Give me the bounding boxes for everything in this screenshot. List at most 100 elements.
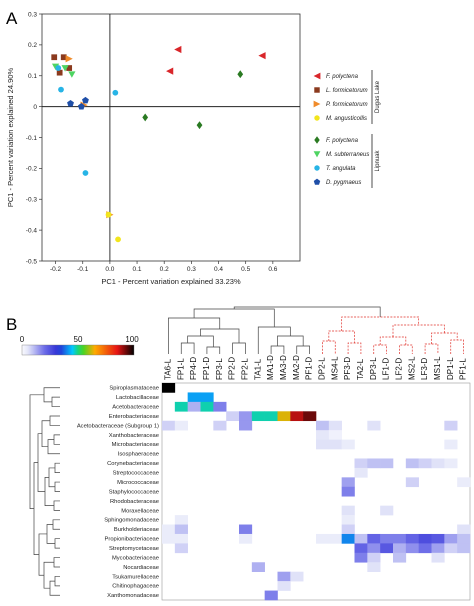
column-label: FP1-D (202, 357, 211, 380)
column-label: FP1-L (176, 358, 185, 380)
dendrogram-branch (424, 343, 439, 354)
row-label: Nocardiaceae (123, 565, 159, 571)
column-label: TA2-L (356, 358, 365, 380)
x-tick-label: 0.1 (133, 266, 142, 273)
heatmap-cell (418, 458, 432, 469)
data-point (68, 71, 76, 78)
column-label: MA2-D (292, 355, 301, 380)
row-label: Rhodobacteraceae (110, 499, 159, 505)
data-point (61, 65, 69, 72)
column-label: DP1-L (446, 357, 455, 380)
data-point (55, 65, 62, 71)
y-tick-label: -0.4 (26, 227, 38, 234)
column-label: DP3-L (369, 357, 378, 380)
heatmap-cell (290, 411, 304, 422)
row-label: Streptococcaceae (113, 471, 159, 477)
data-point (142, 113, 149, 122)
row-label: Propionibacteriaceae (105, 537, 159, 543)
heatmap-cell (367, 552, 381, 563)
x-tick-label: 0.5 (241, 266, 250, 273)
row-label: Xanthomonadaceae (107, 593, 159, 599)
heatmap-cell (418, 543, 432, 554)
scale-mid-label: 50 (74, 335, 83, 344)
legend-marker (314, 136, 320, 144)
data-point (237, 70, 244, 79)
data-point (196, 121, 203, 130)
legend-group-label: Lipnuak (375, 149, 381, 171)
heatmap-cell (444, 543, 458, 554)
dendrogram-branch (29, 394, 44, 509)
heatmap-cell (277, 411, 291, 422)
data-point (66, 65, 73, 71)
heatmap-cell (162, 533, 176, 544)
heatmap-cell (444, 533, 458, 544)
row-label: Staphylococcaceae (109, 489, 159, 495)
heatmap-cell (174, 524, 188, 535)
heatmap-cell (290, 571, 304, 582)
dendrogram-branch (450, 339, 464, 354)
row-label: Xanthobacteraceae (109, 433, 159, 439)
heatmap-cell (367, 543, 381, 554)
column-label: MA3-D (279, 355, 288, 380)
heatmap-cell (444, 439, 458, 450)
heatmap-cell (277, 581, 291, 591)
data-point (115, 236, 121, 243)
y-tick-label: 0 (33, 104, 37, 111)
dendrogram-branch (341, 316, 420, 331)
dendrogram-branch (49, 415, 60, 426)
data-point (174, 45, 182, 54)
scale-min-label: 0 (20, 335, 25, 344)
heatmap-cell (264, 411, 278, 422)
heatmap-cell (405, 477, 419, 488)
heatmap-cell (162, 383, 176, 393)
y-tick-label: 0.2 (28, 42, 37, 49)
dendrogram-branch (51, 396, 60, 407)
column-label: MS1-L (433, 356, 442, 380)
legend-entry-label: F. polyctena (326, 74, 359, 80)
heatmap-cell (380, 533, 394, 544)
color-scale-bar (21, 344, 135, 356)
heatmap-cell (457, 533, 471, 544)
heatmap-cell (251, 411, 265, 422)
dendrogram-branch (328, 330, 355, 343)
data-point (77, 103, 85, 110)
heatmap-cell (431, 533, 445, 544)
pca-plot: -0.2 -0.1 0.0 0.1 0.2 0.3 0.4 0.5 0.6 0.3 0.2 0.1 0 -… (6, 11, 301, 286)
column-label: TA6-L (163, 358, 172, 380)
heatmap-cell (187, 401, 201, 412)
heatmap-cell (431, 543, 445, 554)
row-label: Chitinophagaceae (112, 584, 159, 590)
legend-marker (314, 165, 320, 171)
dendrogram-branch (54, 481, 60, 492)
heatmap-cell (393, 552, 407, 563)
heatmap-cell (277, 571, 291, 582)
data-point (82, 96, 89, 104)
heatmap-cell (431, 552, 445, 563)
row-label: Microbacteriaceae (112, 442, 159, 448)
x-tick-label: 0.0 (105, 266, 114, 273)
x-tick-label: -0.1 (77, 266, 89, 273)
column-label: LF3-D (420, 358, 429, 380)
row-label: Lactobacillaceae (116, 395, 159, 401)
heatmap-cell (328, 533, 342, 544)
dendrogram-branch (232, 342, 246, 354)
heatmap-cell (393, 543, 407, 554)
heatmap-cell (239, 524, 253, 535)
dendrogram-branch (54, 462, 60, 473)
pca-legend: F. polyctena L. formicetorum P. formicetor… (313, 70, 381, 188)
heatmap-cell (174, 401, 188, 412)
legend-entry-label: P. formicetorum (326, 102, 368, 108)
dendrogram-branch (392, 324, 445, 337)
heatmap-cell (200, 401, 214, 412)
dendrogram-branch (347, 342, 362, 354)
legend-entry-label: M. subterraneus (326, 152, 369, 158)
data-point (56, 69, 63, 76)
heatmap-cell (341, 486, 355, 497)
heatmap-cell (239, 533, 253, 544)
dendrogram-branch (53, 557, 60, 568)
heatmap-cell (213, 401, 227, 412)
heatmap-cell (251, 562, 265, 572)
dendrogram-branch (54, 576, 60, 587)
heatmap-cell (341, 439, 355, 450)
dendrogram-branch (373, 344, 387, 354)
